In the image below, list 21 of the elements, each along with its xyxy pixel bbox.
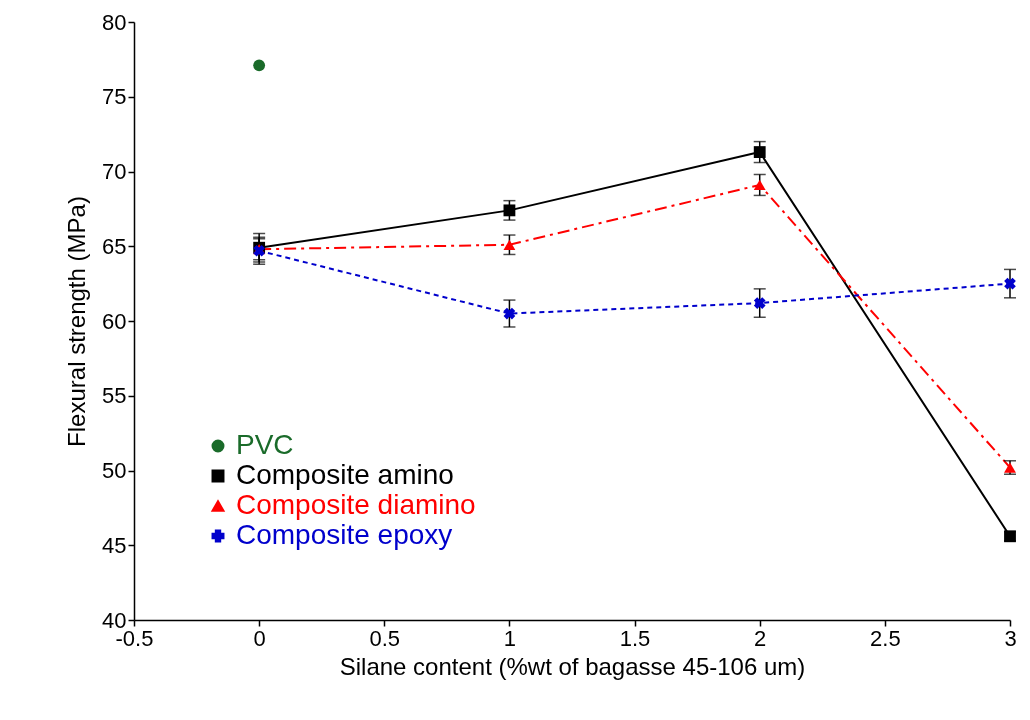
x-tick-label: 1.5: [619, 625, 651, 651]
y-tick-label: 50: [102, 458, 127, 483]
legend-label: Composite epoxy: [236, 519, 453, 550]
x-tick-label: 2: [754, 625, 767, 651]
y-tick-label: 70: [102, 159, 127, 184]
x-tick-label: 0.5: [369, 625, 401, 651]
y-tick-label: 75: [102, 84, 127, 110]
legend-label: Composite diamino: [236, 489, 476, 520]
x-tick-label: 0: [253, 625, 266, 651]
y-tick-label: 65: [102, 233, 127, 259]
x-tick-label: 2.5: [870, 625, 901, 651]
x-axis-title: Silane content (%wt of bagasse 45-106 um): [339, 652, 806, 680]
y-tick-label: 45: [102, 532, 127, 558]
x-tick-label: 1: [503, 625, 517, 651]
y-tick-label: 80: [102, 9, 127, 35]
y-tick-label: 55: [102, 383, 127, 409]
legend-label: Composite amino: [236, 459, 454, 490]
legend-label: PVC: [236, 429, 294, 460]
x-tick-label: 3: [1004, 625, 1017, 651]
y-axis-title: Flexural strength (MPa): [63, 196, 91, 447]
y-tick-label: 60: [102, 308, 127, 334]
